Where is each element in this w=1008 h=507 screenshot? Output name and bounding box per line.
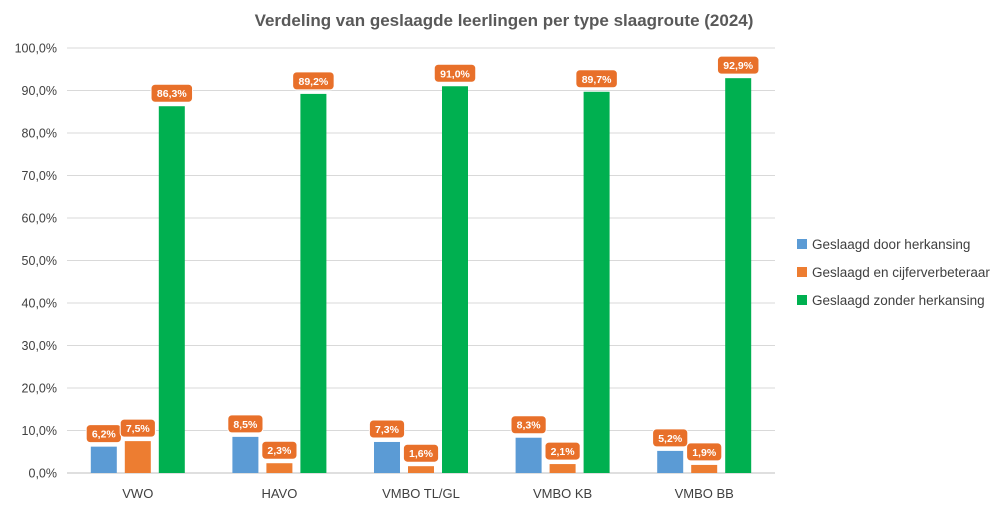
legend-swatch: [797, 295, 807, 305]
data-label-badge: [150, 83, 194, 103]
data-label-badge: [227, 414, 264, 434]
data-label-badge: [292, 71, 335, 91]
legend-label: Geslaagd zonder herkansing: [812, 293, 985, 308]
y-tick-label: 10,0%: [22, 424, 57, 438]
bar: [691, 464, 718, 473]
data-label: 89,7%: [582, 74, 612, 86]
bar: [725, 78, 752, 474]
bar: [408, 466, 434, 473]
legend: Geslaagd door herkansing Geslaagd en cijf…: [797, 237, 990, 308]
data-label: 2,1%: [551, 446, 576, 458]
bar: [583, 91, 610, 474]
y-tick-label: 40,0%: [22, 297, 57, 311]
bar: [158, 106, 185, 473]
data-label-badge: [368, 419, 406, 439]
data-label: 5,2%: [658, 433, 683, 445]
y-tick-label: 100,0%: [15, 42, 57, 56]
y-axis: 0,0% 10,0% 20,0% 30,0% 40,0% 50,0% 60,0% 70,0% 8…: [15, 42, 57, 481]
chart-title: Verdeling van geslaagde leerlingen per t…: [255, 11, 754, 30]
y-tick-label: 20,0%: [22, 382, 57, 396]
data-label-badge: [652, 428, 689, 448]
x-tick-label: VMBO TL/GL: [382, 486, 460, 501]
data-label-badge: [575, 69, 618, 89]
x-tick-label: VMBO KB: [533, 486, 592, 501]
data-label: 7,5%: [126, 423, 151, 435]
data-label: 8,3%: [517, 420, 542, 432]
y-tick-label: 70,0%: [22, 169, 57, 183]
bar: [442, 86, 468, 473]
x-axis: VWO HAVO VMBO TL/GL VMBO KB VMBO BB: [122, 486, 734, 501]
data-label-badge: [433, 63, 477, 83]
bar: [515, 437, 542, 473]
data-label-badge: [716, 55, 760, 75]
data-labels: 6,2% 7,5% 86,3% 8,5% 2,3% 89,2% 7,3% 1,6% 91,0% 8…: [85, 55, 760, 463]
data-label: 8,5%: [233, 419, 258, 431]
bars: [90, 78, 752, 474]
x-tick-label: VWO: [122, 486, 153, 501]
legend-swatch: [797, 239, 807, 249]
y-tick-label: 60,0%: [22, 212, 57, 226]
y-tick-label: 80,0%: [22, 127, 57, 141]
legend-label: Geslaagd door herkansing: [812, 237, 970, 252]
y-tick-label: 30,0%: [22, 339, 57, 353]
data-label: 6,2%: [92, 429, 117, 441]
data-label-badge: [402, 443, 440, 463]
bar: [266, 463, 293, 473]
data-label: 91,0%: [440, 68, 470, 80]
x-tick-label: VMBO BB: [675, 486, 734, 501]
data-label: 86,3%: [157, 88, 187, 100]
data-label-badge: [261, 440, 298, 460]
y-tick-label: 90,0%: [22, 84, 57, 98]
legend-label: Geslaagd en cijferverbeteraar: [812, 265, 990, 280]
y-tick-label: 0,0%: [29, 467, 58, 481]
data-label: 92,9%: [723, 60, 753, 72]
data-label-badge: [510, 415, 547, 435]
data-label-badge: [686, 442, 723, 462]
y-tick-label: 50,0%: [22, 254, 57, 268]
data-label: 89,2%: [299, 76, 329, 88]
bar: [90, 446, 117, 473]
data-label-badge: [544, 441, 581, 461]
x-tick-label: HAVO: [261, 486, 297, 501]
data-label: 1,6%: [409, 448, 434, 460]
bar: [300, 93, 327, 474]
bar: [549, 464, 576, 473]
data-label-badge: [119, 418, 156, 438]
gridlines: [67, 47, 775, 474]
data-label: 2,3%: [267, 445, 292, 457]
bar: [657, 450, 684, 473]
data-label: 7,3%: [375, 424, 400, 436]
legend-swatch: [797, 267, 807, 277]
bar: [124, 441, 151, 473]
bar: [232, 436, 259, 473]
bar: [374, 441, 400, 473]
data-label: 1,9%: [692, 447, 717, 459]
